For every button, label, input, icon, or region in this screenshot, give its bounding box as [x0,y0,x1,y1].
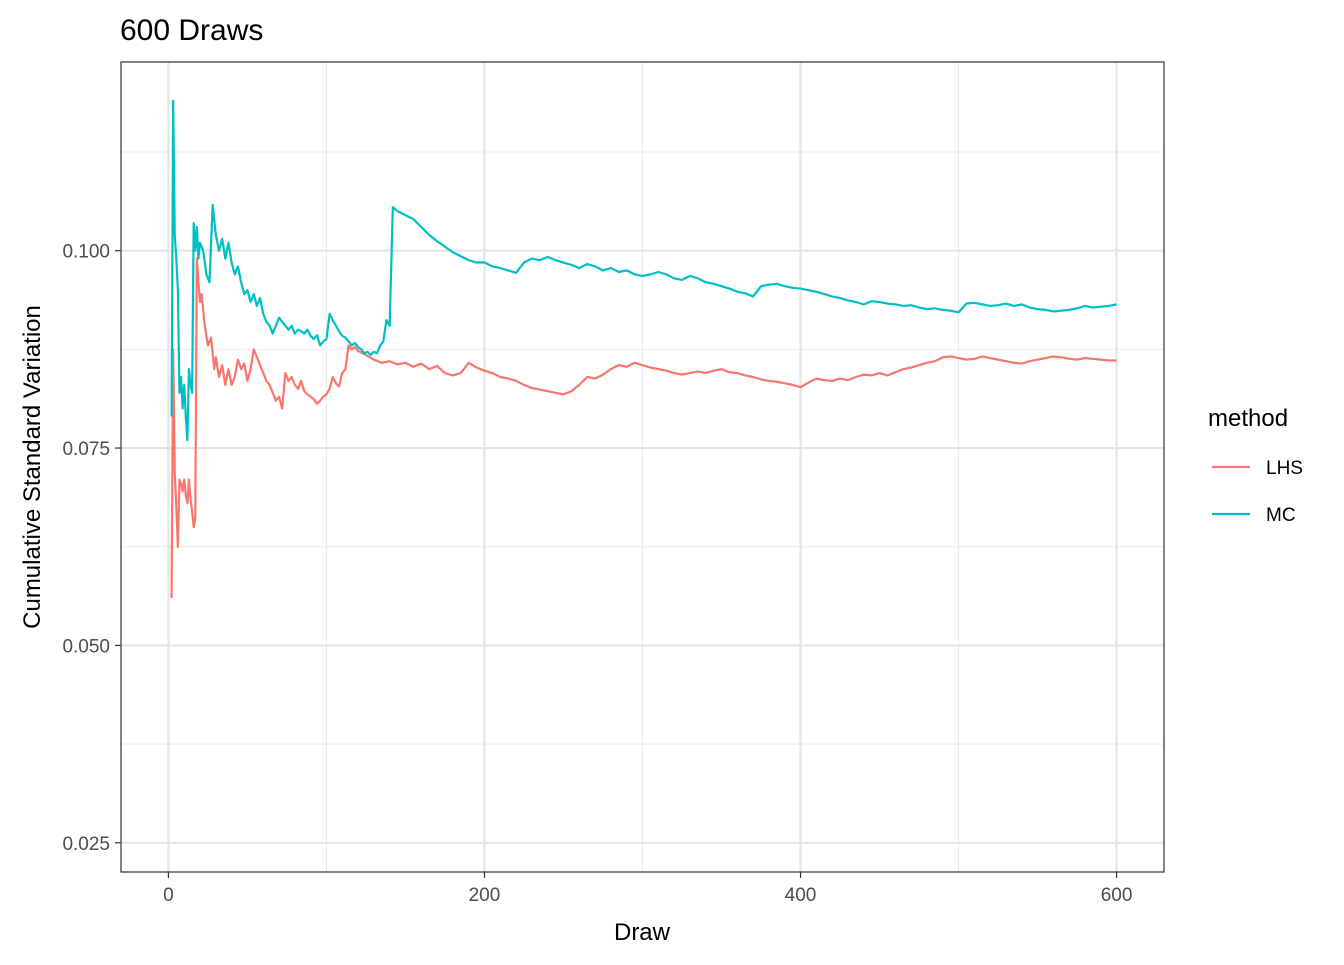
chart-title: 600 Draws [120,14,263,47]
legend: method LHS MC [1208,405,1303,526]
y-tick-label: 0.025 [62,834,110,855]
x-tick-label: 400 [785,885,817,906]
x-axis-label: Draw [614,919,671,946]
y-tick-label: 0.050 [62,636,110,657]
y-axis-label: Cumulative Standard Variation [19,305,46,629]
x-tick-label: 200 [469,885,501,906]
series-line-lhs [170,257,1117,599]
plot-area: 0 200 400 600 0.025 0.050 0.075 0.100 [62,61,1165,906]
series-line-mc [170,99,1117,442]
y-tick-label: 0.075 [62,439,110,460]
plot-border [120,61,1165,873]
y-tick-label: 0.100 [62,242,110,263]
legend-title: method [1208,405,1288,432]
x-tick-label: 600 [1101,885,1133,906]
legend-label-mc: MC [1266,505,1296,526]
legend-label-lhs: LHS [1266,458,1303,479]
x-tick-label: 0 [163,885,174,906]
